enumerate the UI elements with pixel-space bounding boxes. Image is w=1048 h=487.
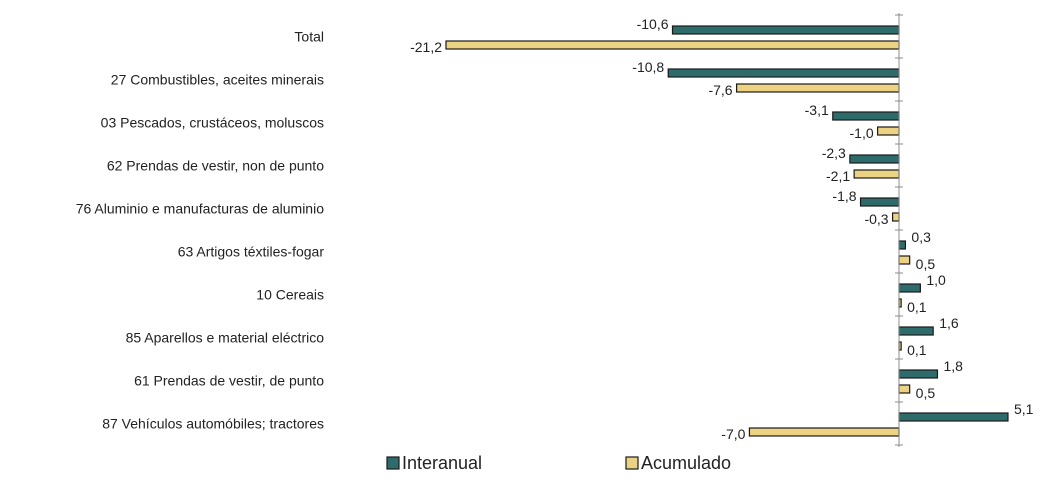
data-label: -10,8 xyxy=(632,59,664,75)
bar-acumulado xyxy=(445,40,900,50)
bar-acumulado xyxy=(736,83,900,93)
data-label: -1,0 xyxy=(850,125,874,141)
data-label: 0,5 xyxy=(916,385,936,401)
data-label: 1,0 xyxy=(926,272,946,288)
data-label: -10,6 xyxy=(637,16,669,32)
bar-acumulado xyxy=(877,126,900,136)
data-label: 1,6 xyxy=(939,315,959,331)
bar-interanual xyxy=(671,25,900,35)
legend-swatch xyxy=(625,456,639,470)
category-label: 27 Combustibles, aceites minerais xyxy=(111,72,324,88)
bar-interanual xyxy=(898,326,934,336)
data-label: 1,8 xyxy=(943,358,963,374)
bar-interanual xyxy=(898,412,1009,422)
bar-interanual xyxy=(832,111,900,121)
data-label: -21,2 xyxy=(410,39,442,55)
data-label: -1,8 xyxy=(832,188,856,204)
bar-acumulado xyxy=(898,255,911,265)
bar-interanual xyxy=(667,68,900,78)
legend-label: Acumulado xyxy=(641,453,731,473)
bar-interanual xyxy=(898,283,921,293)
data-label: -0,3 xyxy=(864,211,888,227)
category-label: 61 Prendas de vestir, de punto xyxy=(134,373,324,389)
data-label: -7,6 xyxy=(708,82,732,98)
data-label: -2,1 xyxy=(826,168,850,184)
data-label: 0,3 xyxy=(911,229,931,245)
category-label: 03 Pescados, crustáceos, moluscos xyxy=(101,115,324,131)
category-label: 10 Cereais xyxy=(256,287,324,303)
category-label: 85 Aparellos e material eléctrico xyxy=(126,330,325,346)
bar-interanual xyxy=(898,240,907,250)
category-label: 76 Aluminio e manufacturas de aluminio xyxy=(76,201,324,217)
bar-acumulado xyxy=(853,169,900,179)
data-label: 0,1 xyxy=(907,299,927,315)
category-label: 62 Prendas de vestir, non de punto xyxy=(107,158,324,174)
bar-interanual xyxy=(898,369,939,379)
bar-interanual xyxy=(859,197,900,207)
data-label: -2,3 xyxy=(822,145,846,161)
bar-acumulado xyxy=(748,427,900,437)
bar-acumulado xyxy=(891,212,900,222)
data-label: 0,1 xyxy=(907,342,927,358)
bar-acumulado xyxy=(898,384,911,394)
category-label: 63 Artigos téxtiles-fogar xyxy=(178,244,325,260)
legend-swatch xyxy=(386,456,400,470)
category-label: Total xyxy=(294,29,324,45)
data-label: -3,1 xyxy=(805,102,829,118)
legend-label: Interanual xyxy=(402,453,482,473)
bar-interanual xyxy=(849,154,900,164)
category-label: 87 Vehículos automóbiles; tractores xyxy=(102,416,324,432)
data-label: 0,5 xyxy=(916,256,936,272)
data-label: 5,1 xyxy=(1014,401,1034,417)
data-label: -7,0 xyxy=(721,426,745,442)
